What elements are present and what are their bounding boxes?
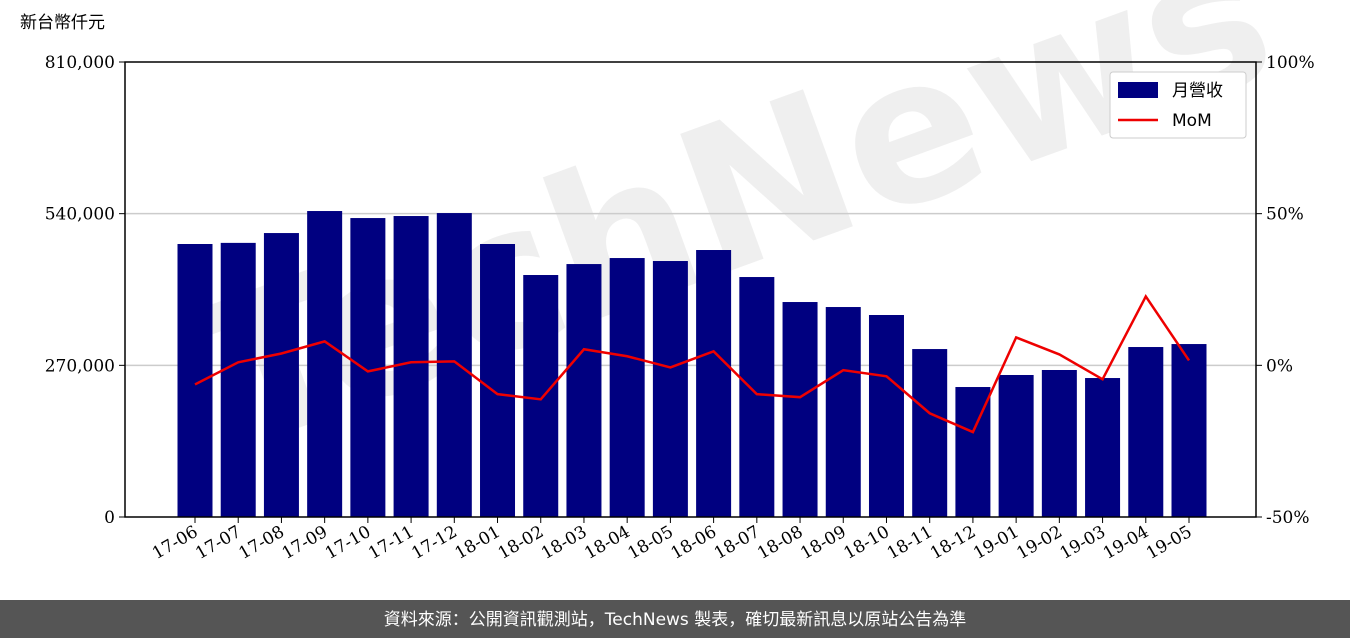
x-tick-label: 19-03 bbox=[1057, 522, 1109, 564]
x-tick-label: 19-05 bbox=[1143, 522, 1195, 564]
legend-swatch bbox=[1118, 82, 1158, 98]
bar bbox=[1041, 369, 1077, 517]
bar bbox=[480, 244, 516, 517]
unit-label: 新台幣仟元 bbox=[20, 13, 105, 33]
plot-frame bbox=[124, 61, 1257, 518]
x-tick-label: 18-07 bbox=[711, 522, 763, 564]
y-tick-label: 810,000 bbox=[45, 53, 115, 73]
x-tick-label: 18-02 bbox=[495, 522, 547, 564]
legend-label: 月營收 bbox=[1172, 81, 1223, 101]
bar bbox=[393, 216, 429, 517]
bar bbox=[566, 264, 602, 517]
y2-tick-label: 50% bbox=[1266, 205, 1304, 225]
bar bbox=[177, 244, 213, 517]
bar bbox=[436, 213, 472, 517]
x-tick-label: 19-04 bbox=[1100, 522, 1152, 564]
bar bbox=[1128, 347, 1164, 517]
x-tick-label: 18-03 bbox=[538, 522, 590, 564]
y-tick-label: 270,000 bbox=[45, 356, 115, 376]
x-tick-label: 17-08 bbox=[235, 522, 287, 564]
x-tick-label: 18-10 bbox=[841, 522, 893, 564]
bar bbox=[523, 275, 559, 517]
x-tick-label: 18-11 bbox=[884, 522, 936, 564]
x-tick-label: 18-08 bbox=[754, 522, 806, 564]
x-tick-label: 17-12 bbox=[408, 522, 460, 564]
legend-label: MoM bbox=[1172, 111, 1212, 131]
bar bbox=[868, 315, 904, 517]
x-tick-label: 18-01 bbox=[452, 522, 504, 564]
bar bbox=[263, 233, 299, 517]
x-tick-label: 18-09 bbox=[797, 522, 849, 564]
y-tick-label: 540,000 bbox=[45, 205, 115, 225]
x-tick-label: 19-02 bbox=[1013, 522, 1065, 564]
y2-tick-label: 0% bbox=[1266, 356, 1293, 376]
bar bbox=[696, 250, 732, 517]
bar bbox=[1171, 344, 1207, 517]
bar bbox=[998, 374, 1034, 517]
x-tick-label: 19-01 bbox=[970, 522, 1022, 564]
x-tick-label: 18-05 bbox=[624, 522, 676, 564]
bar bbox=[782, 302, 818, 517]
bar bbox=[350, 218, 386, 517]
x-tick-label: 17-06 bbox=[149, 522, 201, 564]
y2-tick-label: -50% bbox=[1266, 508, 1310, 528]
bar bbox=[220, 242, 256, 518]
y-tick-label: 0 bbox=[104, 508, 115, 528]
x-tick-label: 17-10 bbox=[322, 522, 374, 564]
y2-tick-label: 100% bbox=[1266, 53, 1315, 73]
x-tick-label: 18-04 bbox=[581, 522, 633, 564]
x-tick-label: 17-07 bbox=[192, 522, 244, 564]
bar bbox=[739, 277, 775, 517]
bar bbox=[912, 349, 948, 517]
x-tick-label: 18-12 bbox=[927, 522, 979, 564]
x-tick-label: 17-11 bbox=[365, 522, 417, 564]
x-tick-label: 18-06 bbox=[668, 522, 720, 564]
bar bbox=[652, 261, 688, 517]
footer: 資料來源：公開資訊觀測站，TechNews 製表，確切最新訊息以原站公告為準 bbox=[384, 610, 966, 630]
line bbox=[194, 294, 1191, 434]
bar bbox=[307, 211, 343, 517]
bar bbox=[609, 258, 645, 517]
bar bbox=[1085, 378, 1121, 517]
footer-bar bbox=[0, 600, 1350, 638]
x-tick-label: 17-09 bbox=[279, 522, 331, 564]
bar bbox=[825, 307, 861, 517]
